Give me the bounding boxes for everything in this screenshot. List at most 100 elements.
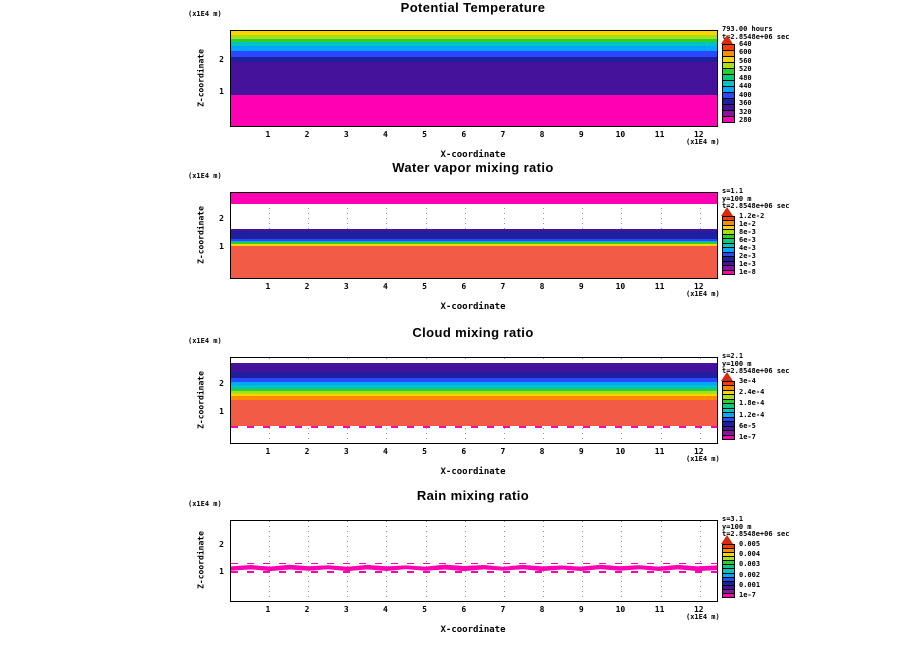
- annotation-line: t=2.8548e+06 sec: [722, 367, 790, 375]
- colorbar-segment: [723, 572, 734, 577]
- contour-band: [231, 391, 717, 394]
- colorbar-segment: [723, 552, 734, 557]
- colorbar-label: 0.003: [739, 560, 761, 569]
- colorbar-arrow-icon: [721, 535, 733, 544]
- plot-annotations: s=3.1 y=100 m t=2.8548e+06 sec: [722, 515, 842, 539]
- y-axis-unit: (x1E4 m): [188, 500, 222, 508]
- panel-potential-temperature: Potential Temperature (x1E4 m) Z-coordinat…: [0, 0, 904, 160]
- x-tick-label: 7: [500, 282, 506, 291]
- panel-cloud-mixing-ratio: Cloud mixing ratio (x1E4 m) Z-coordinate 2 1…: [0, 325, 904, 488]
- colorbar-segment: [723, 247, 734, 252]
- contour-band: [231, 50, 717, 57]
- colorbar: [722, 216, 735, 275]
- contour-band: [231, 363, 717, 372]
- contour-band: [231, 42, 717, 47]
- contour-band: [231, 573, 717, 601]
- gridline: [308, 521, 310, 601]
- contour-band: [231, 245, 717, 278]
- colorbar-segment: [723, 416, 734, 422]
- y-axis-unit: (x1E4 m): [188, 10, 222, 18]
- contour-band: [231, 46, 717, 51]
- x-tick-label: 4: [383, 447, 388, 456]
- y-axis-label: Z-coordinate: [196, 370, 206, 429]
- contour-band: [231, 231, 717, 239]
- contour-band: [231, 381, 717, 386]
- x-tick-label: 7: [500, 605, 506, 614]
- colorbar-segment: [723, 548, 734, 553]
- y-tick-label: 1: [219, 567, 224, 577]
- x-axis-label: X-coordinate: [440, 625, 506, 635]
- colorbar-segment: [723, 217, 734, 221]
- colorbar-segment: [723, 403, 734, 408]
- x-tick-label: 3: [343, 447, 349, 456]
- gridline: [621, 521, 623, 601]
- colorbar-label: 1e-2: [739, 220, 756, 228]
- y-axis-label: Z-coordinate: [196, 48, 206, 107]
- colorbar-label: 480: [739, 73, 752, 82]
- x-tick-label: 9: [578, 130, 584, 139]
- x-axis-unit: (x1E4 m): [686, 138, 720, 146]
- contour-band: [231, 564, 717, 572]
- colorbar-segment: [723, 560, 734, 565]
- y-tick-label: 1: [219, 407, 224, 417]
- colorbar-segment: [723, 434, 734, 440]
- colorbar-label: 520: [739, 65, 752, 74]
- colorbar-segment: [723, 224, 734, 230]
- colorbar-segment: [723, 233, 734, 239]
- x-tick-label: 1: [265, 605, 271, 614]
- y-axis-label: Z-coordinate: [196, 531, 206, 589]
- contour-band: [231, 371, 717, 378]
- x-tick-label: 11: [654, 130, 665, 139]
- colorbar-arrow-icon: [721, 372, 733, 381]
- colorbar-label: 1.8e-4: [739, 399, 765, 408]
- plot-annotations: s=2.1 y=100 m t=2.8548e+06 sec: [722, 352, 842, 376]
- annotation-line: s=1.1: [722, 187, 744, 195]
- plot-area: [230, 357, 718, 444]
- colorbar-segment: [723, 421, 734, 426]
- colorbar-segment: [723, 407, 734, 413]
- colorbar-segment: [723, 580, 734, 585]
- x-tick-label: 5: [422, 282, 428, 291]
- colorbar-label: 2e-3: [739, 252, 756, 260]
- annotation-line: y=100 m: [722, 194, 752, 203]
- colorbar-labels: 0.005 0.004 0.003 0.002 0.001 1e-7: [739, 541, 760, 599]
- colorbar-label: 0.004: [739, 550, 761, 559]
- colorbar-label: 1e-7: [739, 432, 756, 441]
- annotation-line: s=2.1: [722, 352, 744, 360]
- x-tick-label: 12: [693, 282, 704, 291]
- colorbar-segment: [723, 389, 734, 395]
- contour-band: [231, 243, 717, 246]
- colorbar-arrow-icon: [721, 35, 733, 44]
- x-tick-label: 2: [304, 130, 310, 139]
- x-tick-label: 3: [343, 130, 349, 139]
- annotation-line: t=2.8548e+06 sec: [722, 202, 790, 210]
- x-tick-label: 11: [654, 447, 665, 456]
- chart-title: Cloud mixing ratio: [412, 325, 534, 340]
- colorbar-label: 6e-3: [739, 236, 756, 244]
- contour-band: [231, 571, 717, 573]
- x-axis-unit: (x1E4 m): [686, 613, 720, 621]
- colorbar-label: 4e-3: [739, 244, 756, 252]
- colorbar-segment: [723, 394, 734, 399]
- chart-title: Potential Temperature: [400, 0, 546, 15]
- gridline: [503, 521, 505, 601]
- contour-band: [231, 562, 717, 565]
- colorbar-label: 280: [739, 115, 752, 124]
- plot-area: [230, 520, 718, 602]
- colorbar-label: 2.4e-4: [739, 388, 765, 397]
- contour-band: [231, 94, 717, 126]
- x-tick-label: 4: [383, 282, 388, 291]
- colorbar-label: 8e-3: [739, 228, 756, 236]
- colorbar-labels: 3e-4 2.4e-4 1.8e-4 1.2e-4 6e-5 1e-7: [739, 378, 764, 441]
- x-tick-label: 6: [461, 282, 467, 291]
- gridline: [386, 521, 388, 601]
- colorbar-segment: [723, 382, 734, 386]
- x-tick-label: 9: [578, 282, 584, 291]
- y-tick-label: 2: [219, 540, 224, 549]
- annotation-line: t=2.8548e+06 sec: [722, 32, 790, 41]
- annotation-line: s=3.1: [722, 515, 744, 523]
- colorbar-segment: [723, 50, 734, 56]
- colorbar-label: 0.001: [739, 580, 761, 589]
- x-tick-label: 11: [654, 282, 665, 291]
- y-tick-label: 2: [219, 54, 224, 64]
